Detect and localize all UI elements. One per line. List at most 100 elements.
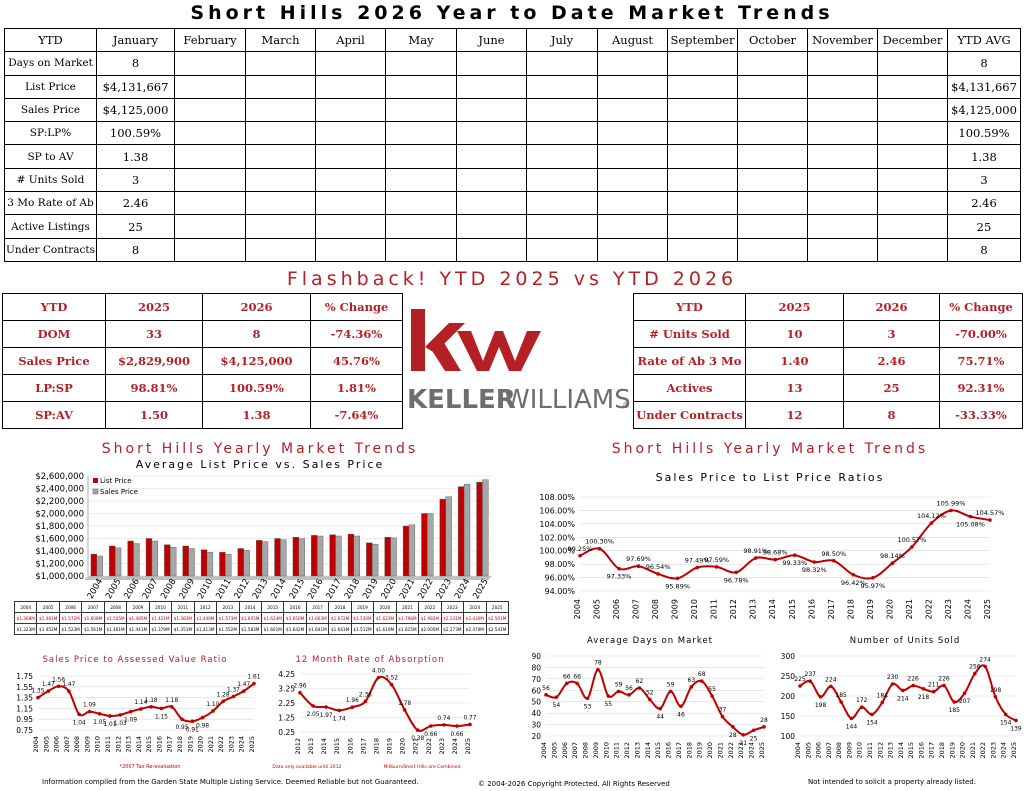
line-series-path [545,668,765,736]
line-xtick-label: 2019 [186,736,194,753]
mini-lp-cell: $1.608M [81,612,105,624]
ytd-cell-empty [456,237,527,262]
line-xtick-label: 2006 [53,736,61,753]
bar-xtick-label: 2010 [196,577,215,601]
line-xtick-label: 2015 [907,742,915,759]
line-ytick-label: 104.00% [539,520,575,529]
line-data-label: 1.96 [346,698,359,704]
ytd-cell-empty [737,214,808,239]
ytd-cell-january: $4,125,000 [96,97,175,123]
keller-williams-logo: KELLER WILLIAMS ® [405,305,631,415]
bar-list-price [439,498,446,577]
ytd-cell-empty [456,74,527,99]
line-point [839,700,843,704]
line-xtick-label: 2024 [238,736,246,753]
line-xtick-label: 2023 [737,742,745,759]
line-xtick-label: 2018 [938,742,946,759]
ytd-cell-empty [456,214,527,239]
line-data-label: 226 [907,676,919,683]
line-data-label: 154 [1000,719,1012,726]
bar-xtick-label: 2011 [214,577,233,601]
line-data-label: 1.47 [62,682,75,688]
line-xtick-label: 2016 [346,738,354,755]
line-point [952,700,957,704]
ytd-cell-empty [877,167,948,193]
line-point [812,560,817,564]
ytd-row-label: # Units Sold [4,167,97,193]
ytd-cell-avg: $4,131,667 [947,74,1021,99]
ytd-cell-january: 2.46 [96,191,175,216]
line-xtick-label: 2004 [32,736,40,753]
line-point [675,576,680,581]
line-data-label: 1.03 [114,721,127,727]
line-point [159,706,164,711]
line-ytick-label: 60 [531,686,541,695]
ytd-header-cell: January [96,27,175,53]
line-data-label: 68 [698,671,706,678]
line-point [585,696,590,701]
ytd-row-label: 3 Mo Rate of Ab [4,191,97,216]
line-point [200,715,205,720]
line-point [324,705,328,709]
ytd-cell-empty [807,144,878,169]
bar-list-price [347,533,355,577]
ytd-cell-january: 100.59% [96,121,175,146]
line-xtick-label: 2009 [83,736,91,753]
ytd-cell-empty [597,191,668,216]
line-ytick-label: 0.75 [16,726,33,735]
bar-xtick-label: 2007 [141,577,160,601]
compare-header-cell: YTD [633,293,746,321]
line-xtick-label: 2007 [571,742,579,759]
line-ytick-label: 70 [531,675,541,684]
line-point [734,570,738,575]
compare-cell: 1.81% [310,374,403,402]
bar-sales-price [280,539,287,577]
line-point [128,709,133,714]
line-xtick-label: 2015 [788,599,797,619]
ytd-cell-empty [174,167,246,193]
line-point [554,695,559,699]
bar-xtick-label: 2017 [324,577,343,601]
line-xtick-label: 2013 [125,736,133,753]
section-right-title: Short Hills Yearly Market Trends [611,441,929,457]
compare-header-cell: 2025 [105,293,203,321]
compare-header-cell: YTD [2,293,106,321]
line-point [993,695,998,699]
line-data-label: 95.97% [860,582,885,590]
line-data-label: 218 [918,694,930,701]
line-data-label: 0.74 [437,716,450,722]
bar-xtick-label: 2013 [251,577,270,601]
line-data-label: 62 [636,678,644,685]
line-data-label: 172 [856,697,868,704]
ytd-row: SP to AV 1.38 1.38 [4,144,1021,169]
mini-sp-cell: $2.005M [418,623,442,635]
bar-xtick-label: 2015 [288,577,307,601]
line-data-label: 2.05 [307,712,320,718]
bar-list-price [292,537,300,577]
bar-sales-price [243,550,250,577]
dom-chart-title: Average Days on Market [586,636,714,646]
line-point [231,694,236,699]
ytd-cell-empty [174,144,246,169]
line-point [849,716,854,721]
line-point [617,566,621,571]
line-point [221,699,225,704]
line-xtick-label: 2019 [948,742,956,759]
line-point [298,690,302,695]
line-ytick-label: 250 [781,672,796,681]
ytd-cell-empty [315,144,386,169]
line-point [968,514,973,519]
line-ytick-label: 106.00% [539,506,575,515]
ytd-cell-empty [456,167,527,193]
line-xtick-label: 2021 [905,599,914,619]
bar-list-price [274,538,281,577]
compare-row: SP:AV 1.50 1.38 -7.64% [2,401,403,429]
line-ytick-label: 0.25 [278,728,295,737]
absorption-rate-chart: 0.25 1.25 2.25 3.25 4.25 2.96 2.05 1.971.74 1.96… [272,669,476,770]
line-data-label: 66 [563,673,571,680]
compare-cell: LP:SP [2,374,106,402]
line-point [890,561,895,566]
line-data-label: 46 [677,711,685,718]
ytd-cell-empty [245,97,316,123]
line-xtick-label: 2020 [885,599,894,619]
